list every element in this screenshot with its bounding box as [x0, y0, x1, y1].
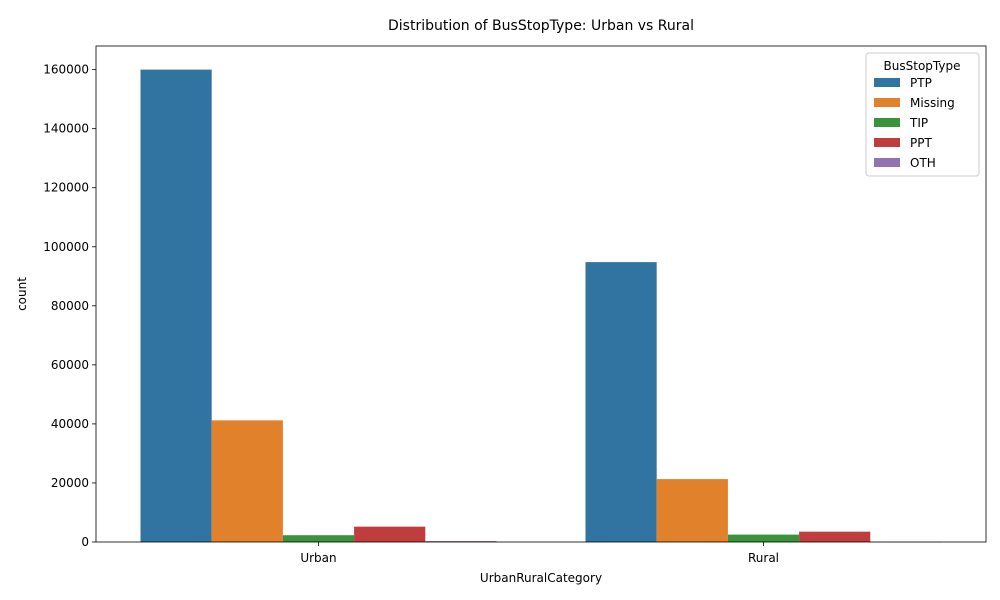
legend: BusStopType PTP Missing TIP PPT OTH: [865, 52, 980, 177]
legend-label-oth: OTH: [910, 156, 936, 170]
chart-title: Distribution of BusStopType: Urban vs Ru…: [388, 18, 694, 34]
bar-tip-urban: [282, 535, 355, 542]
y-tick-label: 100000: [43, 240, 89, 254]
y-tick-label: 80000: [51, 299, 89, 313]
bars-group: [140, 69, 942, 543]
y-axis: 0 20000 40000 60000 80000 100000 120000 140000 1…: [43, 63, 96, 549]
legend-title: BusStopType: [884, 59, 961, 73]
x-axis: Urban Rural: [300, 542, 779, 565]
legend-items: PTP Missing TIP PPT OTH: [874, 76, 955, 170]
bar-ptp-urban: [140, 69, 212, 542]
legend-swatch-ppt: [874, 138, 900, 147]
y-tick-label: 20000: [51, 476, 89, 490]
bar-ptp-rural: [585, 262, 657, 542]
bar-missing-urban: [211, 420, 283, 542]
y-tick-label: 120000: [43, 181, 89, 195]
legend-swatch-missing: [874, 98, 900, 107]
legend-label-ptp: PTP: [910, 76, 932, 90]
bar-ppt-urban: [354, 526, 426, 542]
legend-swatch-tip: [874, 118, 900, 127]
bar-tip-rural: [727, 534, 800, 542]
plot-frame: [95, 45, 987, 543]
y-axis-label: count: [15, 277, 29, 311]
x-tick-label: Urban: [300, 551, 336, 565]
legend-swatch-ptp: [874, 78, 900, 87]
y-tick-label: 40000: [51, 417, 89, 431]
y-tick-label: 0: [81, 535, 89, 549]
bar-ppt-rural: [799, 531, 871, 542]
x-tick-label: Rural: [748, 551, 779, 565]
legend-label-missing: Missing: [910, 96, 955, 110]
legend-label-tip: TIP: [909, 116, 928, 130]
bar-missing-rural: [656, 479, 728, 542]
x-axis-label: UrbanRuralCategory: [480, 571, 602, 585]
y-tick-label: 60000: [51, 358, 89, 372]
y-tick-label: 140000: [43, 122, 89, 136]
legend-label-ppt: PPT: [910, 136, 932, 150]
legend-swatch-oth: [874, 158, 900, 167]
y-tick-label: 160000: [43, 63, 89, 77]
bar-oth-urban: [425, 541, 497, 542]
